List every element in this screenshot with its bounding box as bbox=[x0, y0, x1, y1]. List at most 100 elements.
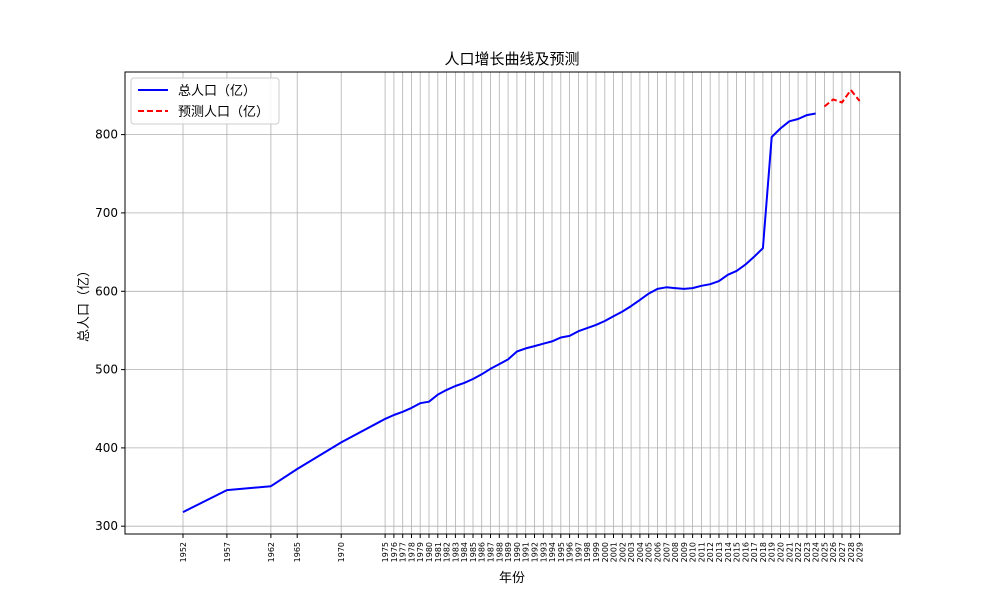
x-tick-label: 1996 bbox=[566, 542, 575, 562]
x-axis-ticks: 1952 1957 1962 1965 1970 1975 1976 1977 1978 1979… bbox=[179, 534, 865, 562]
x-tick-label: 2021 bbox=[785, 542, 794, 562]
x-tick-label: 1993 bbox=[539, 542, 548, 562]
x-tick-label: 1999 bbox=[592, 542, 601, 562]
y-axis-label: 总人口（亿） bbox=[77, 264, 92, 342]
data-point bbox=[858, 100, 861, 103]
x-tick-label: 2025 bbox=[820, 542, 829, 562]
data-point bbox=[559, 336, 562, 339]
x-tick-label: 2015 bbox=[733, 542, 742, 562]
x-tick-label: 1975 bbox=[381, 542, 390, 562]
data-point bbox=[665, 286, 668, 289]
x-tick-label: 2024 bbox=[812, 542, 821, 562]
x-tick-label: 1986 bbox=[478, 542, 487, 562]
data-point bbox=[445, 388, 448, 391]
x-tick-label: 2003 bbox=[627, 542, 636, 562]
data-point bbox=[436, 393, 439, 396]
data-point bbox=[709, 283, 712, 286]
data-point bbox=[542, 342, 545, 345]
data-point bbox=[384, 417, 387, 420]
data-point bbox=[296, 468, 299, 471]
x-tick-label: 1987 bbox=[487, 542, 496, 562]
data-point bbox=[770, 136, 773, 139]
x-tick-label: 2008 bbox=[671, 542, 680, 562]
x-tick-label: 1977 bbox=[399, 542, 408, 562]
x-tick-label: 1985 bbox=[469, 542, 478, 562]
legend-label-total-population: 总人口（亿） bbox=[178, 84, 256, 99]
plot-area-frame bbox=[124, 71, 901, 535]
x-tick-label: 1952 bbox=[179, 542, 188, 562]
data-point bbox=[269, 485, 272, 488]
data-point bbox=[674, 287, 677, 290]
data-point bbox=[621, 310, 624, 313]
x-tick-label: 1988 bbox=[495, 542, 504, 562]
x-tick-label: 2026 bbox=[829, 542, 838, 562]
data-point bbox=[700, 284, 703, 287]
data-point bbox=[498, 363, 501, 366]
x-tick-label: 1995 bbox=[557, 542, 566, 562]
x-tick-label: 1989 bbox=[504, 542, 513, 562]
data-point bbox=[814, 112, 817, 115]
series-line-total-population bbox=[182, 112, 816, 513]
data-point bbox=[463, 381, 466, 384]
x-tick-label: 1965 bbox=[293, 542, 302, 562]
x-tick-label: 2019 bbox=[768, 542, 777, 562]
data-point bbox=[779, 127, 782, 130]
legend-label-forecast-population: 预测人口（亿） bbox=[178, 105, 269, 120]
data-point bbox=[401, 410, 404, 413]
x-tick-label: 2014 bbox=[724, 542, 733, 562]
x-tick-label: 2006 bbox=[654, 542, 663, 562]
x-tick-label: 1997 bbox=[574, 542, 583, 562]
data-point bbox=[568, 334, 571, 337]
x-tick-label: 1994 bbox=[548, 542, 557, 562]
x-tick-label: 2028 bbox=[847, 542, 856, 562]
data-point bbox=[612, 315, 615, 318]
data-point bbox=[823, 105, 826, 108]
data-point bbox=[533, 345, 536, 348]
data-point bbox=[753, 255, 756, 258]
data-point bbox=[647, 292, 650, 295]
data-point bbox=[638, 298, 641, 301]
chart-title: 人口增长曲线及预测 bbox=[444, 50, 579, 68]
x-tick-label: 2002 bbox=[618, 542, 627, 562]
data-point bbox=[507, 358, 510, 361]
x-tick-label: 1998 bbox=[583, 542, 592, 562]
x-tick-label: 1978 bbox=[408, 542, 417, 562]
x-tick-label: 1980 bbox=[425, 542, 434, 562]
data-point bbox=[718, 280, 721, 283]
x-axis-label: 年份 bbox=[499, 571, 525, 586]
y-tick-label: 400 bbox=[95, 441, 118, 455]
data-point bbox=[761, 247, 764, 250]
data-point bbox=[744, 263, 747, 266]
x-tick-label: 2018 bbox=[759, 542, 768, 562]
data-point bbox=[656, 287, 659, 290]
x-tick-label: 2020 bbox=[777, 542, 786, 562]
data-point bbox=[480, 373, 483, 376]
x-tick-label: 2027 bbox=[838, 542, 847, 562]
x-tick-label: 2001 bbox=[610, 542, 619, 562]
data-point bbox=[524, 347, 527, 350]
data-point bbox=[682, 287, 685, 290]
data-point bbox=[472, 378, 475, 381]
x-tick-label: 1957 bbox=[223, 542, 232, 562]
data-point bbox=[551, 340, 554, 343]
x-tick-label: 2011 bbox=[697, 542, 706, 562]
data-point bbox=[595, 323, 598, 326]
data-point bbox=[726, 273, 729, 276]
data-point bbox=[340, 441, 343, 444]
x-tick-label: 2007 bbox=[662, 542, 671, 562]
x-tick-label: 2017 bbox=[750, 542, 759, 562]
data-point bbox=[515, 350, 518, 353]
x-tick-label: 1976 bbox=[390, 542, 399, 562]
data-point bbox=[577, 330, 580, 333]
data-point bbox=[849, 89, 852, 92]
x-tick-label: 1992 bbox=[531, 542, 540, 562]
series-layer bbox=[182, 89, 861, 513]
data-point bbox=[410, 406, 413, 409]
x-tick-label: 2012 bbox=[706, 542, 715, 562]
data-point bbox=[797, 118, 800, 121]
x-tick-label: 2029 bbox=[856, 542, 865, 562]
data-point bbox=[489, 367, 492, 370]
data-point bbox=[428, 400, 431, 403]
